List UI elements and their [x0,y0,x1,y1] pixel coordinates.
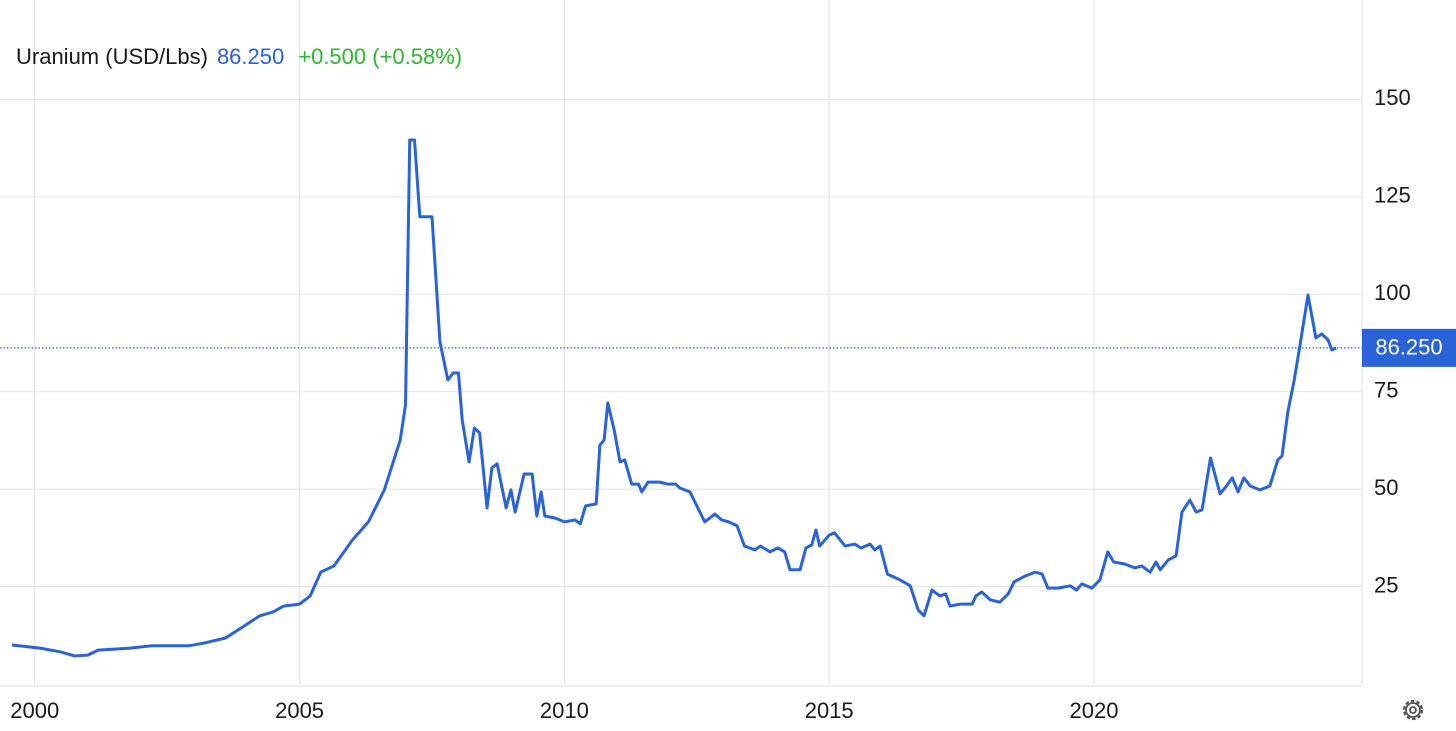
price-change: +0.500 (+0.58%) [298,44,462,69]
chart-title: Uranium (USD/Lbs) [16,44,208,69]
y-tick-label: 100 [1374,280,1411,305]
x-tick-label: 2015 [805,698,854,723]
price-line-series [11,138,1337,658]
settings-icon[interactable] [1402,699,1424,721]
current-price-label: 86.250 [1375,335,1442,360]
y-tick-label: 150 [1374,85,1411,110]
grid [0,0,1362,684]
price: 86.250 [217,44,284,69]
y-tick-label: 75 [1374,378,1398,403]
x-tick-label: 2020 [1070,698,1119,723]
x-tick-label: 2005 [275,698,324,723]
current-price-box [1362,328,1456,367]
x-tick-label: 2000 [10,698,59,723]
y-tick-label: 125 [1374,183,1411,208]
x-tick-label: 2010 [540,698,589,723]
y-tick-label: 25 [1374,572,1398,597]
y-tick-label: 50 [1374,475,1398,500]
